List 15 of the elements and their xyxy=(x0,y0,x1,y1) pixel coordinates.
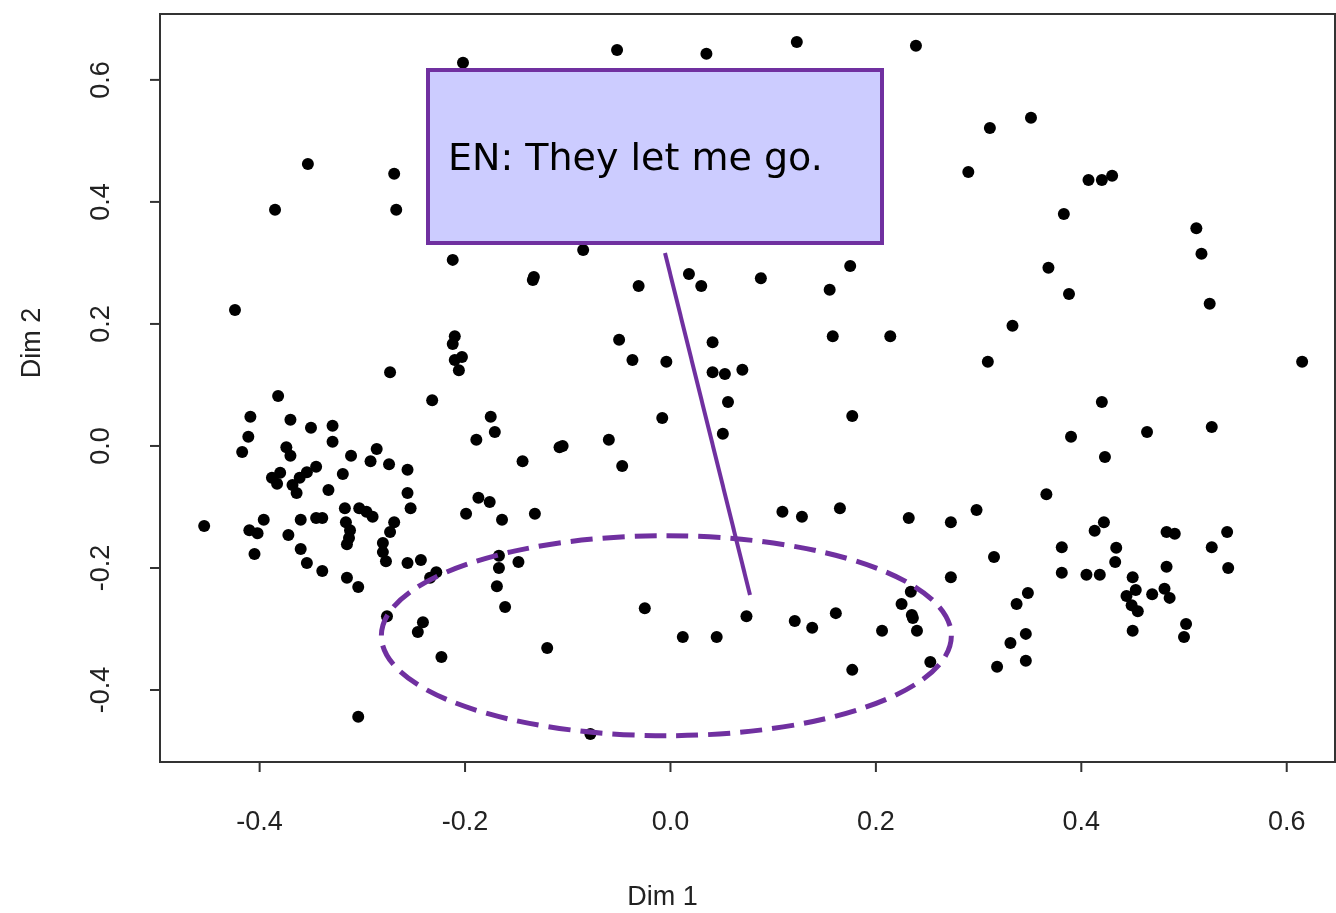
x-tick-label: 0.0 xyxy=(651,806,690,836)
annotation: EN: They let me go. xyxy=(448,135,823,179)
x-tick-label: 0.4 xyxy=(1062,806,1101,836)
x-axis-title: Dim 1 xyxy=(627,881,698,911)
y-axis-title: Dim 2 xyxy=(16,307,46,379)
x-tick-label: 0.2 xyxy=(857,806,895,836)
y-tick-label: -0.2 xyxy=(85,544,115,592)
y-tick-label: 0.6 xyxy=(85,61,115,99)
x-tick-label: -0.4 xyxy=(236,806,283,836)
y-tick-label: 0.0 xyxy=(85,427,115,465)
y-tick-label: -0.4 xyxy=(85,666,115,714)
y-tick-label: 0.4 xyxy=(85,183,115,221)
y-tick-label: 0.2 xyxy=(85,305,115,343)
x-tick-label: 0.6 xyxy=(1267,806,1306,836)
x-tick-label: -0.2 xyxy=(441,806,489,836)
